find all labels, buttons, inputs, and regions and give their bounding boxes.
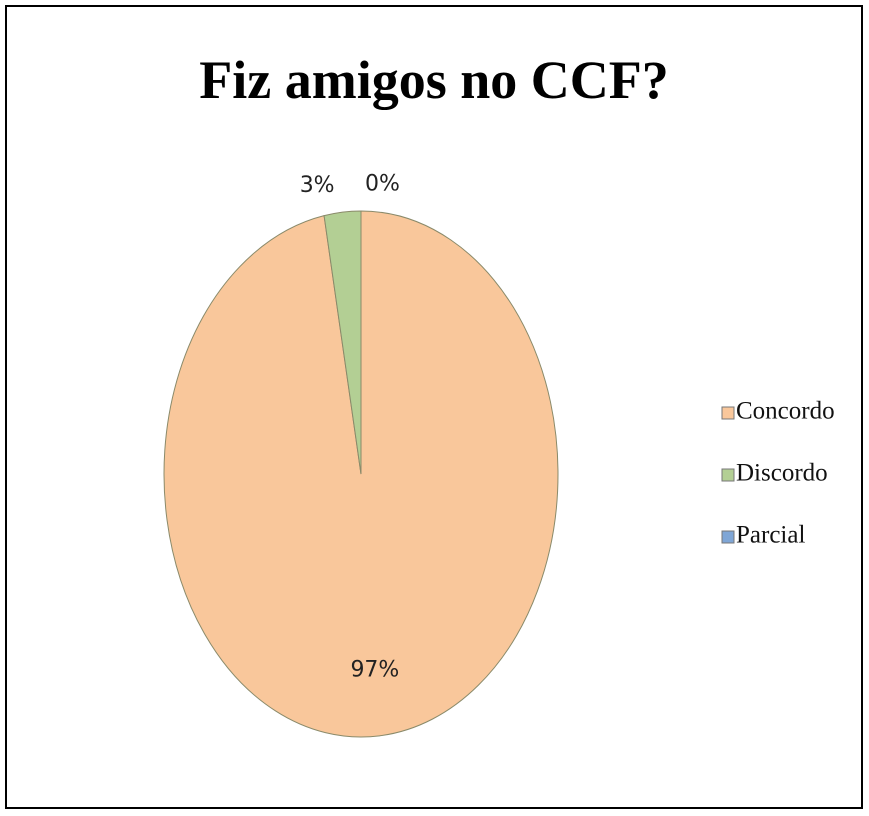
chart-title: Fiz amigos no CCF? bbox=[199, 50, 668, 110]
legend-label: Concordo bbox=[736, 398, 835, 425]
legend-swatch bbox=[721, 530, 735, 544]
legend-label: Parcial bbox=[736, 522, 805, 549]
legend-label: Discordo bbox=[736, 460, 828, 487]
data-label: 0% bbox=[365, 172, 400, 197]
data-label: 97% bbox=[350, 657, 399, 682]
legend-swatch bbox=[721, 406, 735, 420]
data-label: 3% bbox=[300, 173, 335, 198]
legend-swatch bbox=[721, 468, 735, 482]
pie-slice bbox=[323, 210, 362, 475]
